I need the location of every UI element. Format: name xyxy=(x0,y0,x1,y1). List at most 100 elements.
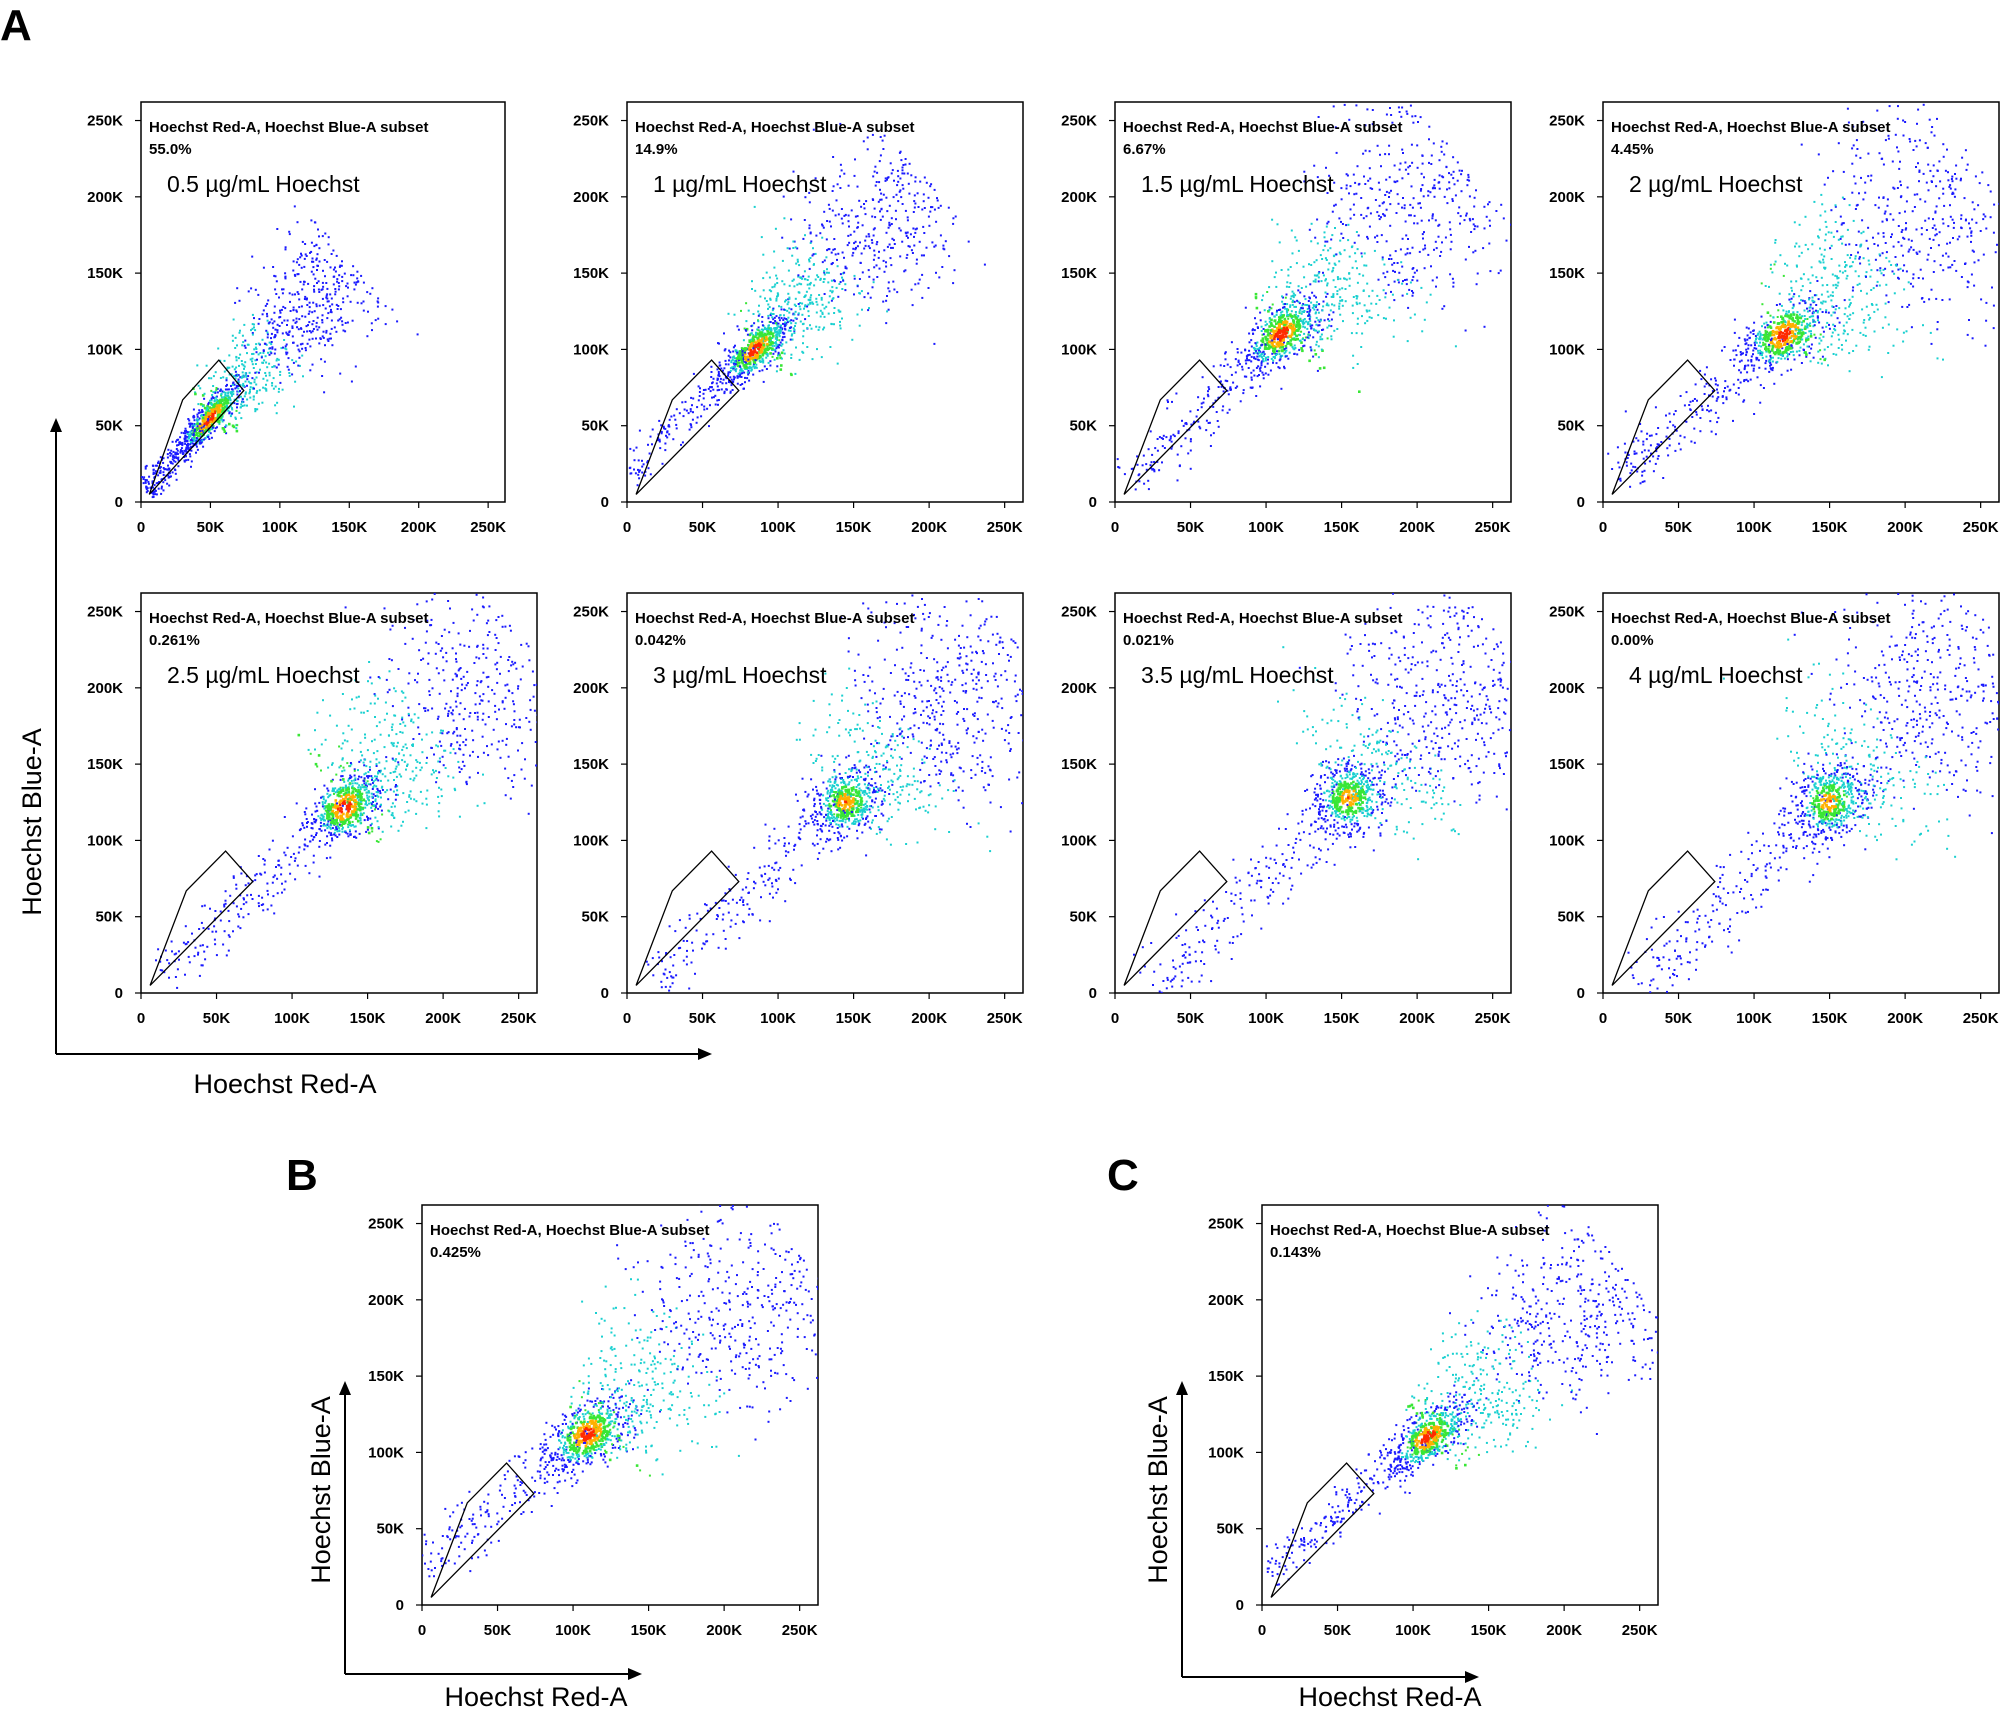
data-point xyxy=(1257,327,1259,329)
data-point xyxy=(752,359,756,362)
data-point xyxy=(1401,237,1404,240)
data-point xyxy=(326,300,329,303)
data-point xyxy=(305,255,308,257)
data-point xyxy=(192,425,195,428)
data-point xyxy=(180,443,183,445)
data-point xyxy=(702,397,705,400)
data-point xyxy=(1366,108,1369,111)
data-point xyxy=(769,360,772,363)
data-point xyxy=(1353,193,1356,196)
data-point xyxy=(1843,299,1846,302)
data-point xyxy=(788,284,791,287)
data-point xyxy=(1284,344,1288,348)
data-point xyxy=(766,348,769,351)
data-point xyxy=(1870,174,1873,177)
data-point xyxy=(206,408,210,412)
data-point xyxy=(228,366,231,369)
data-point xyxy=(1546,264,1548,266)
data-point xyxy=(758,329,761,332)
data-point xyxy=(261,401,264,404)
data-point xyxy=(1437,235,1440,238)
data-point xyxy=(272,326,275,329)
data-point xyxy=(281,292,284,295)
data-point xyxy=(254,288,257,291)
data-point xyxy=(1383,214,1386,217)
data-point xyxy=(262,386,265,389)
data-point xyxy=(1409,316,1412,319)
data-point xyxy=(1464,329,1467,332)
data-point xyxy=(1302,345,1305,348)
data-point xyxy=(1689,400,1692,403)
data-point xyxy=(806,327,809,330)
data-point xyxy=(780,317,783,320)
data-point xyxy=(1352,203,1355,206)
data-point xyxy=(1266,362,1269,365)
x-tick-label: 0 xyxy=(1111,519,1119,536)
data-point xyxy=(839,163,842,166)
data-point xyxy=(1927,163,1930,166)
data-point xyxy=(1332,293,1335,296)
data-point xyxy=(1286,328,1289,332)
data-point xyxy=(1902,134,1905,137)
data-point xyxy=(706,407,709,410)
data-point xyxy=(224,391,227,394)
data-point xyxy=(1286,281,1289,284)
data-point xyxy=(145,491,148,494)
data-point xyxy=(718,342,720,345)
data-point xyxy=(1766,326,1769,329)
data-point xyxy=(1207,422,1210,424)
data-point xyxy=(211,425,215,428)
data-point xyxy=(1207,390,1209,393)
data-point xyxy=(765,336,768,339)
data-point xyxy=(1468,179,1471,182)
data-point xyxy=(235,403,238,406)
data-point xyxy=(1960,177,1962,180)
data-point xyxy=(1431,214,1434,217)
data-point xyxy=(1394,270,1396,273)
data-point xyxy=(201,440,204,443)
data-point xyxy=(1963,197,1966,200)
data-point xyxy=(917,206,920,208)
data-point xyxy=(1815,294,1818,297)
data-point xyxy=(670,415,673,418)
data-point xyxy=(812,128,815,131)
data-point xyxy=(1966,235,1969,238)
data-point xyxy=(1876,280,1879,283)
data-point xyxy=(1351,266,1354,269)
data-point xyxy=(1389,224,1392,227)
data-point xyxy=(1635,437,1638,440)
data-point xyxy=(1771,341,1774,345)
data-point xyxy=(947,206,950,209)
data-point xyxy=(251,363,254,366)
data-point xyxy=(1352,296,1355,298)
data-point xyxy=(1272,356,1275,358)
data-point xyxy=(1407,166,1410,169)
data-point xyxy=(744,352,747,355)
data-point xyxy=(1298,324,1301,327)
data-point xyxy=(1272,345,1275,348)
data-point xyxy=(244,374,247,377)
data-point xyxy=(1409,104,1412,107)
data-point xyxy=(638,477,641,480)
data-point xyxy=(1427,190,1430,193)
data-point xyxy=(296,221,299,224)
data-point xyxy=(338,318,341,321)
data-point xyxy=(321,297,324,300)
data-point xyxy=(288,233,291,236)
data-point xyxy=(827,312,830,315)
data-point xyxy=(1349,217,1352,220)
data-point xyxy=(1539,257,1541,259)
data-point xyxy=(1450,240,1453,243)
data-point xyxy=(879,198,882,201)
data-point xyxy=(801,313,804,316)
data-point xyxy=(1253,348,1256,351)
data-point xyxy=(775,322,778,325)
data-point xyxy=(212,405,215,409)
data-point xyxy=(913,206,916,209)
data-point xyxy=(1317,345,1320,348)
panel-letter-c: C xyxy=(1107,1151,1139,1200)
data-point xyxy=(1931,227,1934,229)
data-point xyxy=(288,292,291,295)
data-point xyxy=(1188,428,1191,431)
data-point xyxy=(793,285,796,288)
